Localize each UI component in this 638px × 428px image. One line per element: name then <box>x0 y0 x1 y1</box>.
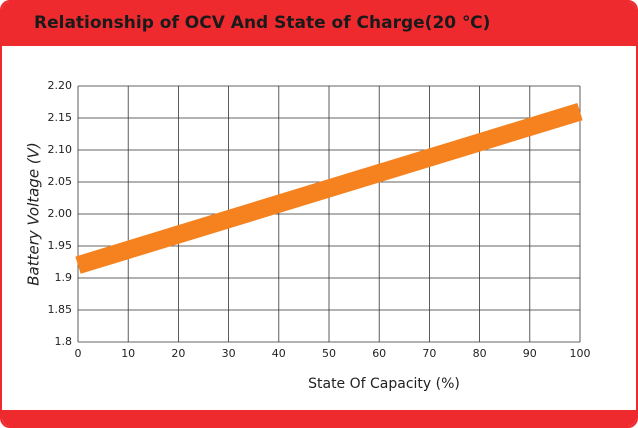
x-tick-label: 80 <box>473 347 487 360</box>
y-tick-label: 2.10 <box>48 143 73 156</box>
y-tick-label: 1.8 <box>55 335 73 348</box>
x-tick-label: 10 <box>121 347 135 360</box>
footer-band <box>2 410 636 426</box>
y-tick-label: 2.20 <box>48 79 73 92</box>
y-tick-label: 1.95 <box>48 239 73 252</box>
y-tick-label: 2.15 <box>48 111 73 124</box>
header-band: Relationship of OCV And State of Charge(… <box>2 2 636 46</box>
x-tick-label: 30 <box>222 347 236 360</box>
y-tick-label: 2.05 <box>48 175 73 188</box>
x-tick-label: 90 <box>523 347 537 360</box>
x-tick-label: 70 <box>422 347 436 360</box>
x-tick-label: 100 <box>570 347 591 360</box>
y-tick-label: 1.9 <box>55 271 73 284</box>
y-tick-label: 1.85 <box>48 303 73 316</box>
x-tick-label: 60 <box>372 347 386 360</box>
chart-title: Relationship of OCV And State of Charge(… <box>34 13 491 33</box>
x-tick-label: 0 <box>75 347 82 360</box>
x-tick-label: 20 <box>171 347 185 360</box>
y-axis-label: Battery Voltage (V) <box>25 142 43 286</box>
x-tick-label: 50 <box>322 347 336 360</box>
x-axis-label: State Of Capacity (%) <box>308 376 460 392</box>
x-tick-label: 40 <box>272 347 286 360</box>
y-tick-label: 2.00 <box>48 207 73 220</box>
data-line <box>75 102 583 274</box>
